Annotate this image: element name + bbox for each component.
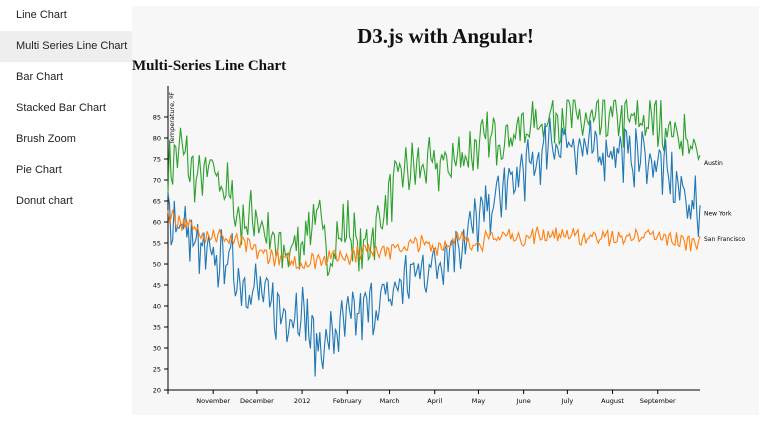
nav-item-pie-chart[interactable]: Pie Chart bbox=[16, 164, 62, 176]
y-tick-label: 30 bbox=[153, 345, 161, 353]
x-tick-label: 2012 bbox=[294, 397, 311, 405]
y-tick-label: 65 bbox=[153, 198, 161, 206]
page-title: D3.js with Angular! bbox=[357, 24, 534, 48]
series-lines bbox=[167, 98, 701, 377]
multi-series-line-chart: 20 25 30 35 40 45 50 55 60 65 70 75 80 85 Temperature,… bbox=[153, 86, 746, 405]
y-tick-label: 35 bbox=[153, 324, 161, 332]
x-tick-label: May bbox=[472, 397, 486, 405]
y-tick-label: 25 bbox=[153, 366, 161, 374]
x-tick-label: September bbox=[640, 397, 676, 405]
y-tick-label: 40 bbox=[153, 303, 161, 311]
nav-item-brush-zoom[interactable]: Brush Zoom bbox=[16, 133, 76, 145]
y-tick-label: 60 bbox=[153, 219, 161, 227]
y-axis: 20 25 30 35 40 45 50 55 60 65 70 75 80 85 Temperature,… bbox=[153, 86, 176, 395]
x-tick-label: July bbox=[561, 397, 574, 405]
x-tick-label: December bbox=[240, 397, 274, 405]
sidebar-nav: Line Chart Multi Series Line Chart Bar C… bbox=[0, 0, 132, 432]
series-label: Austin bbox=[704, 160, 723, 167]
x-tick-label: February bbox=[333, 397, 362, 405]
series-labels: Austin New York San Francisco bbox=[704, 160, 746, 243]
nav-item-bar-chart[interactable]: Bar Chart bbox=[16, 71, 64, 83]
y-tick-label: 80 bbox=[153, 135, 161, 143]
x-axis: November December 2012 February March April Ma… bbox=[166, 389, 700, 405]
series-line-san-francisco bbox=[167, 209, 701, 270]
series-line-austin bbox=[167, 98, 701, 277]
nav-item-line-chart[interactable]: Line Chart bbox=[16, 9, 67, 21]
y-tick-label: 20 bbox=[153, 387, 161, 395]
x-tick-label: June bbox=[516, 397, 531, 405]
chart-heading: Multi-Series Line Chart bbox=[132, 58, 287, 74]
main-content: D3.js with Angular! Multi-Series Line Ch… bbox=[132, 6, 759, 415]
y-axis-label: Temperature, ºF bbox=[168, 92, 176, 145]
series-label: San Francisco bbox=[704, 236, 746, 243]
y-tick-label: 45 bbox=[153, 282, 161, 290]
y-tick-label: 55 bbox=[153, 240, 161, 248]
y-tick-label: 70 bbox=[153, 177, 161, 185]
x-tick-label: August bbox=[601, 397, 624, 405]
x-tick-label: April bbox=[427, 397, 442, 405]
y-tick-label: 85 bbox=[153, 114, 161, 122]
series-label: New York bbox=[704, 211, 732, 218]
x-tick-label: November bbox=[196, 397, 230, 405]
x-tick-label: March bbox=[380, 397, 400, 405]
nav-item-stacked-bar-chart[interactable]: Stacked Bar Chart bbox=[16, 102, 106, 114]
y-tick-label: 75 bbox=[153, 156, 161, 164]
series-line-new-york bbox=[167, 117, 701, 377]
y-tick-label: 50 bbox=[153, 261, 161, 269]
nav-item-multi-series-line-chart[interactable]: Multi Series Line Chart bbox=[0, 31, 132, 62]
nav-item-donut-chart[interactable]: Donut chart bbox=[16, 195, 73, 207]
